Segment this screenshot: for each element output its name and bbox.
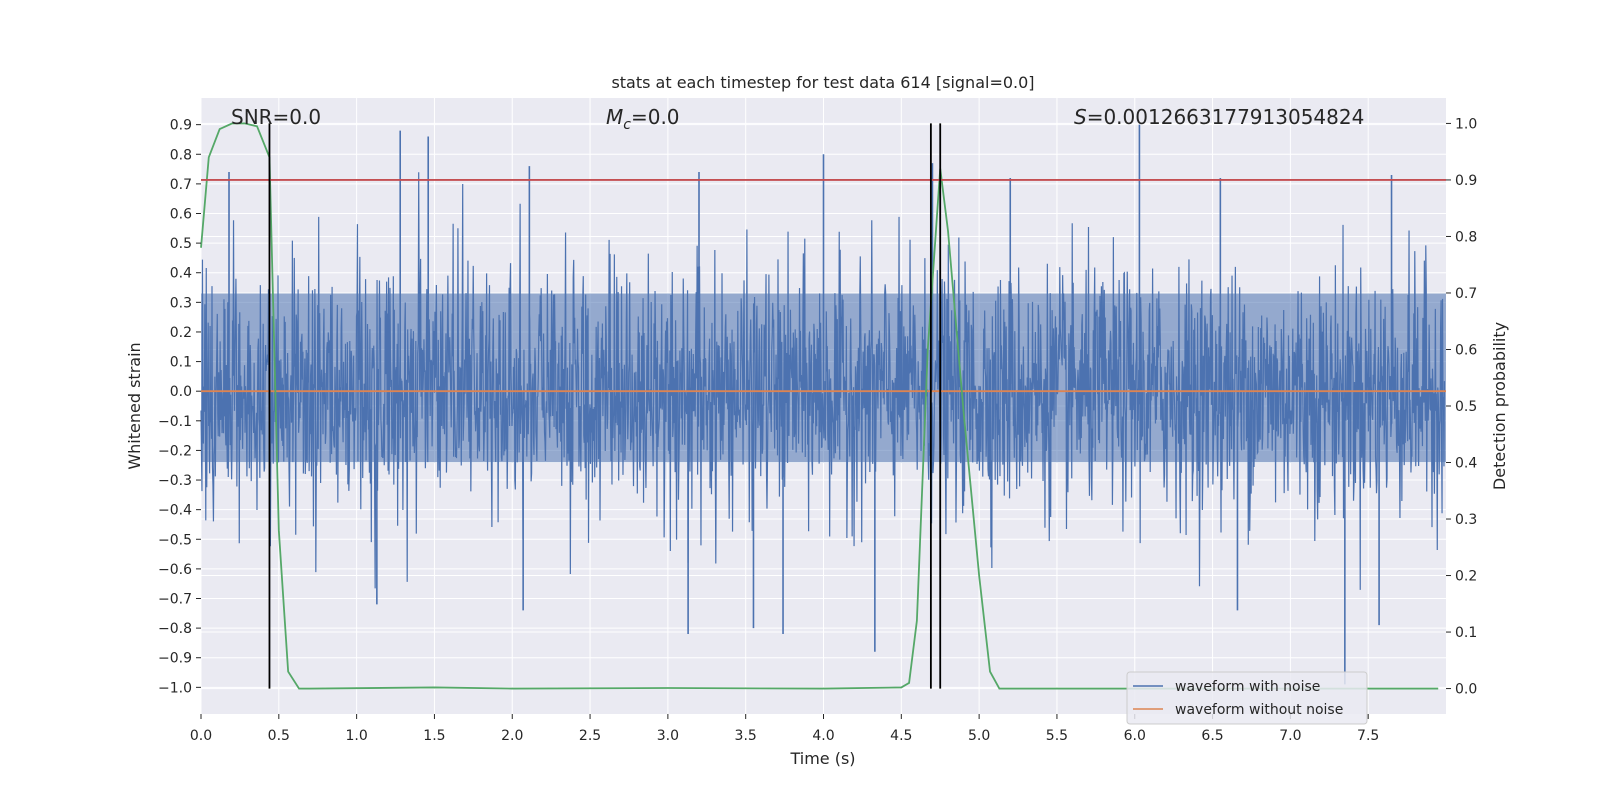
y-tick-label: 0.1 [170,355,192,371]
legend-label-clean: waveform without noise [1175,702,1343,718]
series-waveform-with-noise [200,124,1446,685]
annotation-chirp-mass-subscript: c [623,117,631,133]
y-tick-label: 0.3 [170,295,192,311]
y-tick-label: −0.5 [158,532,192,548]
y-tick-label: −0.2 [158,443,192,459]
y-tick-label: −0.9 [158,651,192,667]
x-tick-label: 4.0 [812,728,834,744]
y-tick-label: 0.7 [170,177,192,193]
series-lines [200,122,1446,690]
annotation-s-symbol: S [1074,105,1087,129]
y-tick-label: −0.3 [158,473,192,489]
y-tick-label: 0.5 [170,236,192,252]
y-tick-label: 0.9 [170,118,192,134]
y-tick-label: 0.4 [170,266,192,282]
y-tick-label: 0.8 [170,147,192,163]
chart-title: stats at each timestep for test data 614… [611,73,1034,92]
y-tick-label: −0.1 [158,414,192,430]
x-tick-label: 5.5 [1046,728,1068,744]
x-tick-label: 0.5 [268,728,290,744]
y-right-tick-label: 0.6 [1455,342,1477,358]
x-axis-ticks: 0.0 0.5 1.0 1.5 2.0 2.5 3.0 3.5 4.0 4.5 5.0 5.5 6.0 6… [190,714,1379,744]
x-tick-label: 6.5 [1201,728,1223,744]
x-tick-label: 1.5 [423,728,445,744]
y-right-tick-label: 0.2 [1455,569,1477,585]
y-right-tick-label: 1.0 [1455,116,1477,132]
annotation-s: S=0.0012663177913054824 [1074,105,1364,129]
annotation-snr: SNR=0.0 [231,105,321,129]
legend: waveform with noise waveform without noi… [1126,671,1368,725]
y-right-tick-label: 0.8 [1455,229,1477,245]
x-tick-label: 7.0 [1279,728,1301,744]
y-right-axis-label: Detection probability [1490,322,1509,490]
y-tick-label: −1.0 [158,680,192,696]
y-tick-label: −0.4 [158,503,192,519]
y-right-tick-label: 0.3 [1455,512,1477,528]
x-tick-label: 1.0 [345,728,367,744]
x-tick-label: 5.0 [968,728,990,744]
y-tick-label: 0.0 [170,384,192,400]
x-tick-label: 2.0 [501,728,523,744]
annotation-chirp-mass-symbol: M [606,105,623,129]
y-right-tick-label: 0.0 [1455,682,1477,698]
y-right-axis-ticks: 1.0 0.9 0.8 0.7 0.6 0.5 0.4 0.3 0.2 0.1 0.0 [1446,116,1477,698]
x-axis-label: Time (s) [789,749,855,768]
y-tick-label: 0.2 [170,325,192,341]
y-tick-label: −0.7 [158,592,192,608]
y-axis-ticks: 0.9 0.8 0.7 0.6 0.5 0.4 0.3 0.2 0.1 0.0 −0.1 −0.2 −0… [158,118,201,696]
legend-box [1126,671,1368,725]
x-tick-label: 6.0 [1124,728,1146,744]
legend-label-noise: waveform with noise [1175,679,1320,695]
x-tick-label: 7.5 [1357,728,1379,744]
y-axis-label: Whitened strain [125,342,144,469]
y-right-tick-label: 0.9 [1455,173,1477,189]
x-tick-label: 3.5 [735,728,757,744]
y-right-tick-label: 0.7 [1455,286,1477,302]
x-tick-label: 4.5 [890,728,912,744]
y-tick-label: −0.8 [158,621,192,637]
x-tick-label: 3.0 [657,728,679,744]
x-tick-label: 0.0 [190,728,212,744]
series-detection-probability [200,122,1439,690]
y-right-tick-label: 0.5 [1455,399,1477,415]
y-right-tick-label: 0.4 [1455,456,1477,472]
y-right-tick-label: 0.1 [1455,625,1477,641]
y-tick-label: −0.6 [158,562,192,578]
x-tick-label: 2.5 [579,728,601,744]
annotation-s-value: =0.0012663177913054824 [1087,105,1365,129]
annotation-chirp-mass-value: =0.0 [631,105,680,129]
y-tick-label: 0.6 [170,207,192,223]
annotation-chirp-mass: Mc=0.0 [606,105,680,133]
